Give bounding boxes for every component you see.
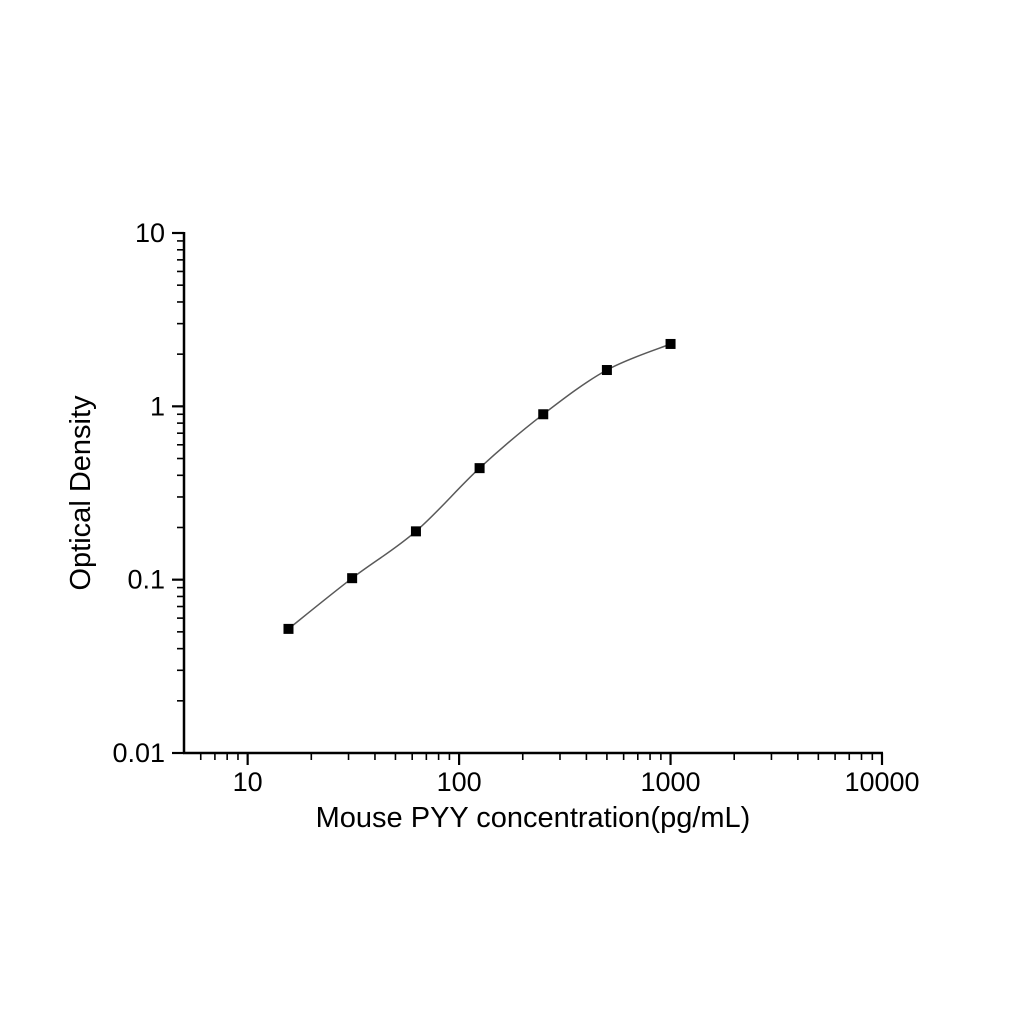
y-axis-title: Optical Density xyxy=(65,395,97,591)
standard-curve-line xyxy=(288,343,671,630)
x-axis-tick-label: 100 xyxy=(437,767,482,797)
series-layer xyxy=(283,338,676,634)
tick-label-layer: 10 100 1000 10000 0.01 0.1 1 10 xyxy=(112,218,919,797)
data-point-marker xyxy=(601,365,612,376)
data-point-marker xyxy=(474,463,485,474)
x-axis-tick-label: 1000 xyxy=(641,767,701,797)
data-point-marker xyxy=(283,623,294,634)
data-point-marker xyxy=(665,338,676,349)
x-axis-tick-label: 10000 xyxy=(844,767,919,797)
x-axis-title: Mouse PYY concentration(pg/mL) xyxy=(316,802,751,834)
axes-layer xyxy=(172,231,884,765)
y-axis-tick-label: 0.1 xyxy=(127,565,165,595)
y-axis-tick-label: 1 xyxy=(150,391,165,421)
y-axis-tick-label: 10 xyxy=(135,218,165,248)
x-axis-tick-label: 10 xyxy=(233,767,263,797)
y-axis-tick-label: 0.01 xyxy=(112,738,165,768)
data-point-marker xyxy=(347,573,358,584)
data-point-marker xyxy=(410,526,421,537)
data-point-marker xyxy=(538,409,549,420)
